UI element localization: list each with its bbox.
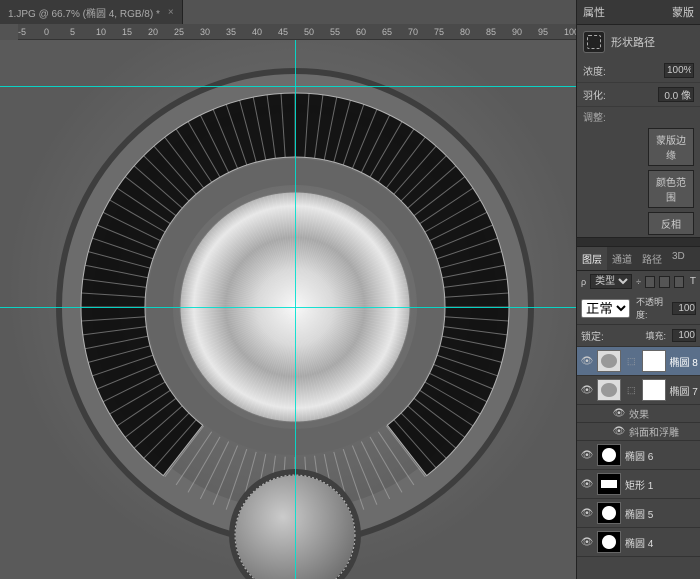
layer-name[interactable]: 矩形 1 xyxy=(625,477,653,492)
link-icon[interactable]: ⬚ xyxy=(627,385,636,396)
properties-panel-header[interactable]: 属性 蒙版 xyxy=(577,0,700,25)
fx-row[interactable]: 👁效果 xyxy=(577,405,700,423)
visibility-icon[interactable]: 👁 xyxy=(581,507,593,519)
layer-row[interactable]: 👁 椭圆 5 xyxy=(577,499,700,528)
tab-路径[interactable]: 路径 xyxy=(637,247,667,270)
layers-filter-row: ρ 类型 ÷ T xyxy=(577,271,700,292)
visibility-icon[interactable]: 👁 xyxy=(581,449,593,461)
feather-row: 羽化: xyxy=(577,83,700,107)
ruler-horizontal[interactable]: -505101520253035404550556065707580859095… xyxy=(18,24,576,40)
filter-icon[interactable] xyxy=(645,276,655,288)
layer-name[interactable]: 椭圆 5 xyxy=(625,506,653,521)
layer-row[interactable]: 👁 椭圆 4 xyxy=(577,528,700,557)
mask-edge-button[interactable]: 蒙版边缘 xyxy=(648,128,694,166)
invert-button[interactable]: 反相 xyxy=(648,212,694,235)
fill-label: 填充: xyxy=(645,329,666,342)
visibility-icon[interactable]: 👁 xyxy=(581,478,593,490)
close-icon[interactable]: × xyxy=(168,7,174,18)
guide-horizontal[interactable] xyxy=(0,86,576,87)
color-range-button[interactable]: 颜色范围 xyxy=(648,170,694,208)
properties-title: 属性 xyxy=(583,4,605,20)
lock-fill-row: 锁定: 填充: xyxy=(577,325,700,347)
visibility-icon[interactable]: 👁 xyxy=(581,355,593,367)
filter-icon[interactable] xyxy=(674,276,684,288)
opacity-input[interactable] xyxy=(672,302,696,315)
adjust-label: 调整: xyxy=(577,107,700,126)
opacity-label: 不透明度: xyxy=(636,295,666,321)
layer-thumb[interactable] xyxy=(597,473,621,495)
mask-tab[interactable]: 蒙版 xyxy=(672,4,694,20)
blend-mode-select[interactable]: 正常 xyxy=(581,299,630,318)
tab-3D[interactable]: 3D xyxy=(667,247,690,270)
blend-opacity-row: 正常 不透明度: xyxy=(577,292,700,325)
link-icon[interactable]: ⬚ xyxy=(627,356,636,367)
layer-thumb[interactable] xyxy=(597,531,621,553)
layer-row[interactable]: 👁 矩形 1 xyxy=(577,470,700,499)
fill-input[interactable] xyxy=(672,329,696,342)
layer-name[interactable]: 椭圆 6 xyxy=(625,448,653,463)
layer-thumb[interactable] xyxy=(597,350,621,372)
mask-thumb-icon[interactable] xyxy=(583,31,605,53)
tab-通道[interactable]: 通道 xyxy=(607,247,637,270)
mask-mode-row: 形状路径 xyxy=(577,25,700,59)
guide-vertical[interactable] xyxy=(295,40,296,579)
filter-kind-select[interactable]: 类型 xyxy=(590,274,632,289)
density-label: 浓度: xyxy=(583,63,606,78)
layer-list: 👁⬚椭圆 8👁⬚椭圆 7 fx👁效果👁斜面和浮雕👁椭圆 6👁矩形 1👁椭圆 5👁… xyxy=(577,347,700,557)
layer-row[interactable]: 👁 ⬚ 椭圆 8 xyxy=(577,347,700,376)
layer-name[interactable]: 椭圆 4 xyxy=(625,535,653,550)
visibility-icon[interactable]: 👁 xyxy=(581,536,593,548)
layer-row[interactable]: 👁 椭圆 6 xyxy=(577,441,700,470)
density-input[interactable] xyxy=(664,63,694,78)
layer-thumb[interactable] xyxy=(597,379,621,401)
canvas-area: 1.JPG @ 66.7% (椭圆 4, RGB/8) * × -5051015… xyxy=(0,0,576,579)
visibility-icon[interactable]: 👁 xyxy=(581,384,593,396)
canvas[interactable] xyxy=(0,40,576,579)
lock-label: 锁定: xyxy=(581,328,604,343)
tab-图层[interactable]: 图层 xyxy=(577,247,607,270)
fx-bevel-row[interactable]: 👁斜面和浮雕 xyxy=(577,423,700,441)
filter-icon[interactable] xyxy=(659,276,669,288)
layer-name[interactable]: 椭圆 7 xyxy=(670,383,698,398)
density-row: 浓度: xyxy=(577,59,700,83)
feather-label: 羽化: xyxy=(583,87,606,102)
mask-thumb[interactable] xyxy=(642,350,666,372)
document-tab[interactable]: 1.JPG @ 66.7% (椭圆 4, RGB/8) * × xyxy=(0,0,183,24)
feather-input[interactable] xyxy=(658,87,694,102)
layers-panel-tabs: 图层通道路径3D xyxy=(577,247,700,271)
dial-artwork xyxy=(0,40,576,579)
mask-thumb[interactable] xyxy=(642,379,666,401)
guide-horizontal[interactable] xyxy=(0,307,576,308)
layer-thumb[interactable] xyxy=(597,502,621,524)
layer-name[interactable]: 椭圆 8 xyxy=(670,354,698,369)
right-panels: 属性 蒙版 形状路径 浓度: 羽化: 调整: 蒙版边缘 颜色范围 反相 图层通道… xyxy=(576,0,700,579)
layer-row[interactable]: 👁⬚椭圆 7 fx xyxy=(577,376,700,405)
document-tab-label: 1.JPG @ 66.7% (椭圆 4, RGB/8) * xyxy=(8,5,160,20)
mask-mode-label: 形状路径 xyxy=(611,34,655,50)
panel-divider[interactable] xyxy=(577,237,700,247)
layer-thumb[interactable] xyxy=(597,444,621,466)
